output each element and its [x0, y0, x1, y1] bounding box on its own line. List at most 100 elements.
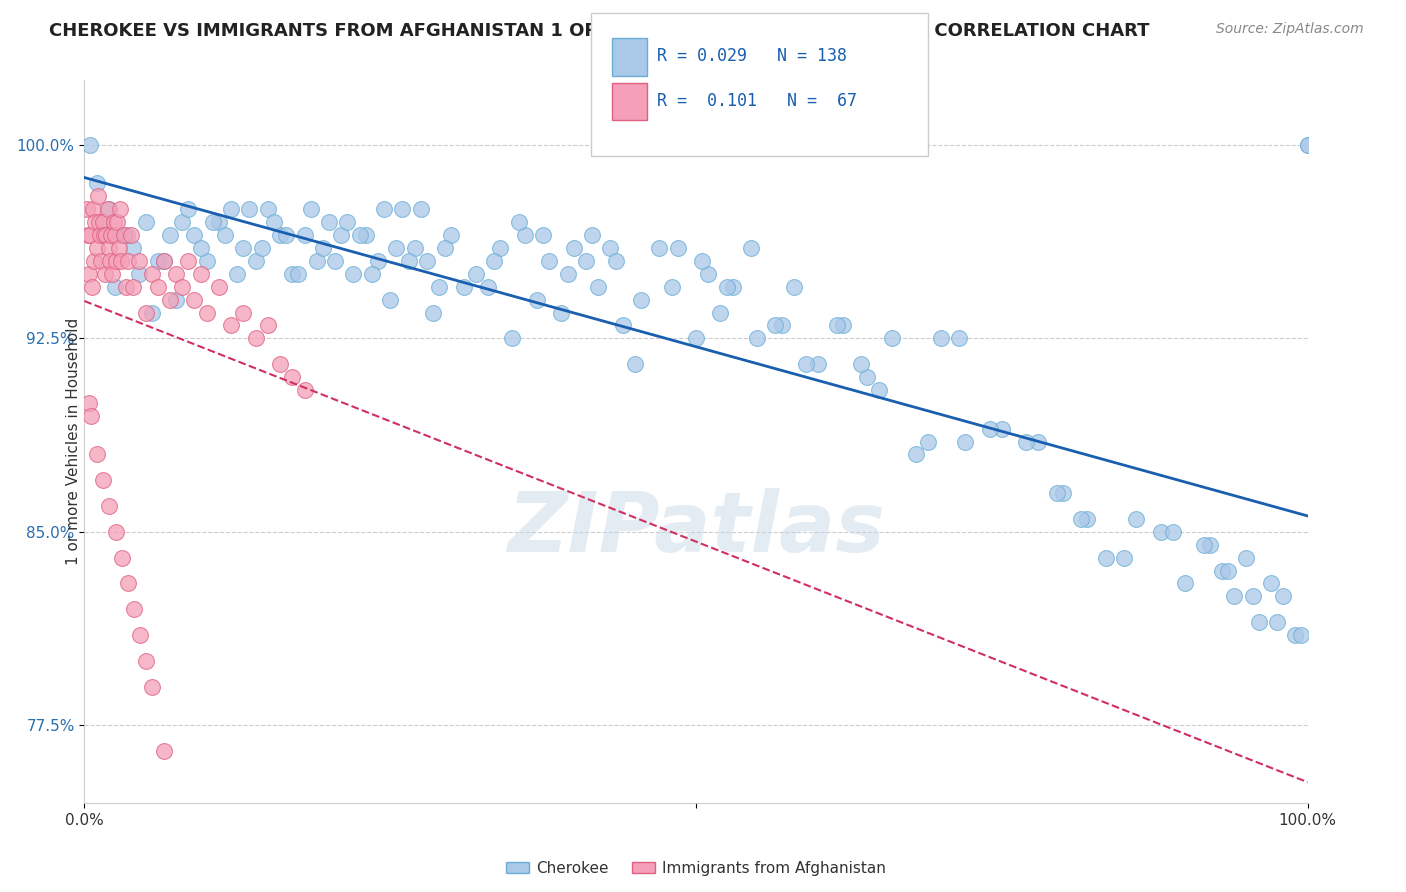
Point	[97, 202, 120, 217]
Point	[856, 370, 879, 384]
Point	[991, 422, 1014, 436]
Y-axis label: 1 or more Vehicles in Household: 1 or more Vehicles in Household	[66, 318, 80, 566]
Point	[1015, 434, 1038, 449]
Point	[232, 241, 254, 255]
Point	[427, 279, 450, 293]
Point	[101, 267, 124, 281]
Point	[666, 241, 689, 255]
Point	[562, 241, 585, 255]
Point	[630, 293, 652, 307]
Point	[141, 267, 163, 281]
Point	[98, 499, 121, 513]
Point	[697, 267, 720, 281]
Point	[153, 744, 176, 758]
Point	[86, 447, 108, 461]
Point	[245, 331, 267, 345]
Point	[305, 254, 328, 268]
Point	[91, 215, 114, 229]
Point	[1028, 434, 1050, 449]
Point	[354, 228, 377, 243]
Point	[477, 279, 499, 293]
Point	[195, 305, 218, 319]
Point	[929, 331, 952, 345]
Point	[122, 602, 145, 616]
Point	[96, 228, 118, 243]
Point	[1241, 590, 1264, 604]
Point	[1247, 615, 1270, 630]
Point	[1150, 524, 1173, 539]
Text: ZIPatlas: ZIPatlas	[508, 488, 884, 569]
Point	[1046, 486, 1069, 500]
Text: R = 0.029   N = 138: R = 0.029 N = 138	[657, 47, 846, 65]
Point	[360, 267, 382, 281]
Point	[135, 654, 157, 668]
Point	[440, 228, 463, 243]
Point	[135, 305, 157, 319]
Point	[586, 279, 609, 293]
Point	[526, 293, 548, 307]
Point	[404, 241, 426, 255]
Point	[685, 331, 707, 345]
Point	[110, 254, 132, 268]
Point	[159, 293, 181, 307]
Point	[716, 279, 738, 293]
Point	[489, 241, 512, 255]
Point	[905, 447, 928, 461]
Point	[373, 202, 395, 217]
Point	[77, 228, 100, 243]
Point	[661, 279, 683, 293]
Point	[80, 409, 103, 423]
Point	[219, 202, 242, 217]
Point	[276, 228, 298, 243]
Point	[464, 267, 486, 281]
Point	[141, 680, 163, 694]
Point	[513, 228, 536, 243]
Point	[115, 279, 138, 293]
Point	[281, 267, 304, 281]
Point	[323, 254, 346, 268]
Point	[349, 228, 371, 243]
Point	[721, 279, 744, 293]
Point	[110, 228, 132, 243]
Point	[1174, 576, 1197, 591]
Point	[294, 383, 316, 397]
Text: Source: ZipAtlas.com: Source: ZipAtlas.com	[1216, 22, 1364, 37]
Point	[117, 576, 139, 591]
Point	[195, 254, 218, 268]
Legend: Cherokee, Immigrants from Afghanistan: Cherokee, Immigrants from Afghanistan	[499, 855, 893, 882]
Point	[612, 318, 634, 333]
Point	[257, 202, 280, 217]
Point	[508, 215, 530, 229]
Point	[135, 215, 157, 229]
Point	[1236, 550, 1258, 565]
Point	[380, 293, 402, 307]
Point	[948, 331, 970, 345]
Point	[107, 241, 129, 255]
Point	[287, 267, 309, 281]
Point	[1125, 512, 1147, 526]
Point	[208, 279, 231, 293]
Point	[141, 305, 163, 319]
Point	[1211, 564, 1233, 578]
Point	[1070, 512, 1092, 526]
Point	[538, 254, 561, 268]
Point	[177, 254, 200, 268]
Point	[367, 254, 389, 268]
Point	[709, 305, 731, 319]
Point	[1272, 590, 1295, 604]
Point	[98, 254, 121, 268]
Point	[146, 279, 169, 293]
Point	[94, 267, 117, 281]
Point	[172, 279, 194, 293]
Point	[93, 228, 115, 243]
Point	[794, 357, 817, 371]
Point	[83, 254, 105, 268]
Point	[219, 318, 242, 333]
Point	[398, 254, 420, 268]
Point	[1198, 538, 1220, 552]
Point	[159, 228, 181, 243]
Point	[104, 279, 127, 293]
Point	[1223, 590, 1246, 604]
Point	[263, 215, 285, 229]
Point	[269, 228, 291, 243]
